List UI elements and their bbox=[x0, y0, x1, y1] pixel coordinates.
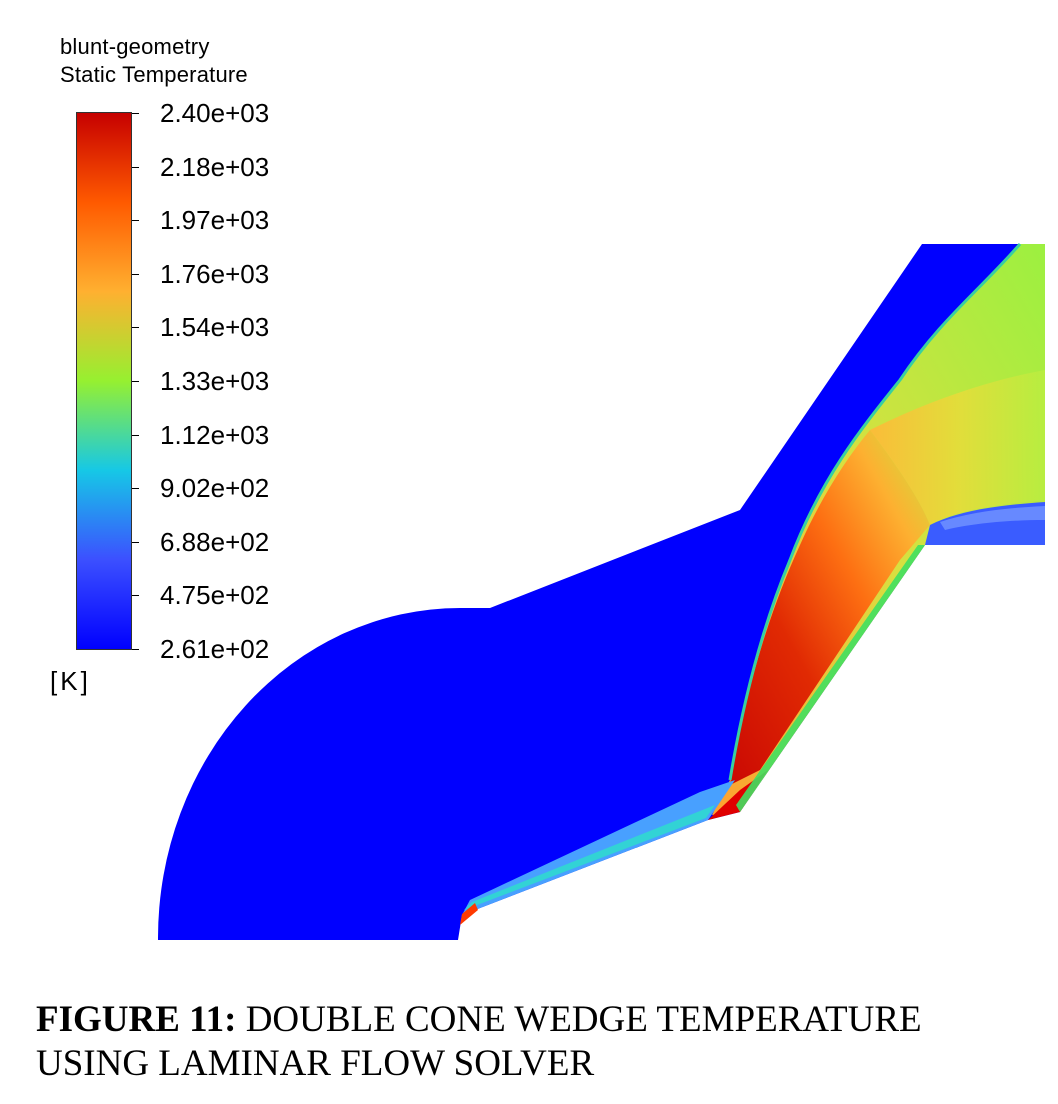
colorbar-tick-label: 1.54e+03 bbox=[160, 312, 270, 343]
colorbar-tick-label: 4.75e+02 bbox=[160, 580, 270, 611]
colorbar-tick bbox=[132, 166, 139, 168]
hot-core-region bbox=[730, 430, 930, 785]
figure-caption-label: FIGURE 11: bbox=[36, 999, 237, 1040]
outlet-fan-region bbox=[870, 370, 1045, 525]
figure-caption-text: DOUBLE CONE WEDGE TEMPERATURE USING LAMI… bbox=[36, 999, 922, 1084]
colorbar-tick-label: 6.88e+02 bbox=[160, 526, 270, 557]
colorbar-tick bbox=[132, 273, 139, 275]
colorbar-tick bbox=[132, 595, 139, 597]
legend-title-variable: Static Temperature bbox=[60, 62, 248, 87]
colorbar-tick bbox=[132, 541, 139, 543]
colorbar-tick bbox=[132, 327, 139, 329]
colorbar-tick bbox=[132, 434, 139, 436]
legend-title-case: blunt-geometry bbox=[60, 34, 210, 59]
colorbar-tick-label: 9.02e+02 bbox=[160, 473, 270, 504]
colorbar-tick-label: 1.97e+03 bbox=[160, 205, 270, 236]
colorbar-tick-label: 2.18e+03 bbox=[160, 151, 270, 182]
flow-domain bbox=[157, 244, 1046, 940]
colorbar-tick-label: 2.61e+02 bbox=[160, 634, 270, 664]
figure-caption: FIGURE 11: DOUBLE CONE WEDGE TEMPERATURE… bbox=[36, 998, 1026, 1086]
colorbar-tick bbox=[132, 649, 139, 650]
shock-front bbox=[728, 243, 1022, 781]
colorbar-unit: [K] bbox=[50, 666, 91, 696]
colorbar-tick bbox=[132, 488, 139, 490]
colorbar-tick-label: 1.33e+03 bbox=[160, 366, 270, 396]
colorbar-tick bbox=[132, 381, 139, 382]
colorbar-tick-label: 2.40e+03 bbox=[160, 98, 270, 128]
colorbar-tick-label: 1.12e+03 bbox=[160, 419, 270, 450]
colorbar-tick bbox=[132, 220, 139, 222]
colorbar-tick bbox=[132, 113, 139, 114]
colorbar bbox=[76, 112, 132, 650]
colorbar-tick-label: 1.76e+03 bbox=[160, 258, 270, 289]
temperature-contour-plot bbox=[157, 243, 1046, 940]
